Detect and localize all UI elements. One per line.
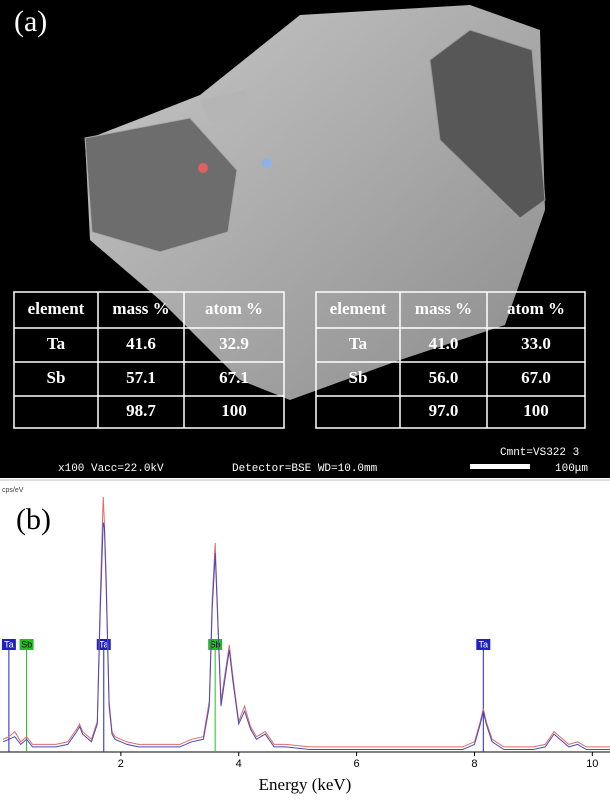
table-border: [315, 291, 586, 429]
table-cell: atom %: [507, 299, 565, 318]
x-tick-label: 10: [586, 758, 598, 770]
analysis-point: [262, 158, 272, 168]
crystal-facet: [429, 29, 546, 219]
element-label: Ta: [99, 639, 109, 649]
crystal: [85, 5, 545, 400]
table-cell: 67.1: [219, 368, 249, 387]
element-tag: [19, 639, 34, 650]
element-tag: [96, 639, 111, 650]
table-cell: 33.0: [521, 334, 551, 353]
table-cell: 56.0: [429, 368, 459, 387]
element-tag: [476, 639, 491, 650]
table-cell: mass %: [415, 299, 472, 318]
table-cell: 32.9: [219, 334, 249, 353]
table-cell: Ta: [349, 334, 368, 353]
sem-info: Detector=BSE WD=10.0mm: [232, 463, 378, 475]
x-axis-label: Energy (keV): [259, 775, 352, 794]
x-tick-label: 4: [236, 758, 242, 770]
table-cell: 57.1: [126, 368, 156, 387]
table-cell: 98.7: [126, 401, 156, 420]
table-cell: 100: [221, 401, 247, 420]
panel-label: (b): [16, 503, 51, 536]
x-tick-label: 8: [471, 758, 477, 770]
table-cell: 97.0: [429, 401, 459, 420]
table-cell: 41.0: [429, 334, 459, 353]
sem-comment: Cmnt=VS322 3: [500, 447, 579, 459]
table-cell: 67.0: [521, 368, 551, 387]
crystal-facet: [84, 117, 238, 253]
spectrum-line: [2, 522, 610, 750]
element-tag: [1, 639, 16, 650]
table-cell: mass %: [112, 299, 169, 318]
crystal-facet: [200, 90, 252, 122]
element-label: Ta: [4, 639, 14, 649]
table-cell: element: [28, 299, 85, 318]
scale-bar: [470, 464, 530, 469]
element-tag: [208, 639, 223, 650]
table-cell: atom %: [205, 299, 263, 318]
table-cell: 41.6: [126, 334, 156, 353]
table-cell: element: [330, 299, 387, 318]
x-tick-label: 2: [118, 758, 124, 770]
sem-info: x100 Vacc=22.0kV: [58, 463, 164, 475]
y-axis-label: cps/eV: [2, 487, 24, 494]
element-label: Sb: [21, 639, 32, 649]
table-cell: Sb: [349, 368, 368, 387]
element-label: Sb: [210, 639, 221, 649]
table-border: [13, 291, 285, 429]
scale-label: 100μm: [555, 463, 588, 475]
table-cell: Ta: [47, 334, 66, 353]
analysis-point: [198, 163, 208, 173]
panel-label: (a): [14, 5, 47, 38]
x-tick-label: 6: [354, 758, 360, 770]
element-label: Ta: [479, 639, 489, 649]
table-cell: 100: [523, 401, 549, 420]
spectrum-line: [2, 496, 610, 748]
table-cell: Sb: [47, 368, 66, 387]
